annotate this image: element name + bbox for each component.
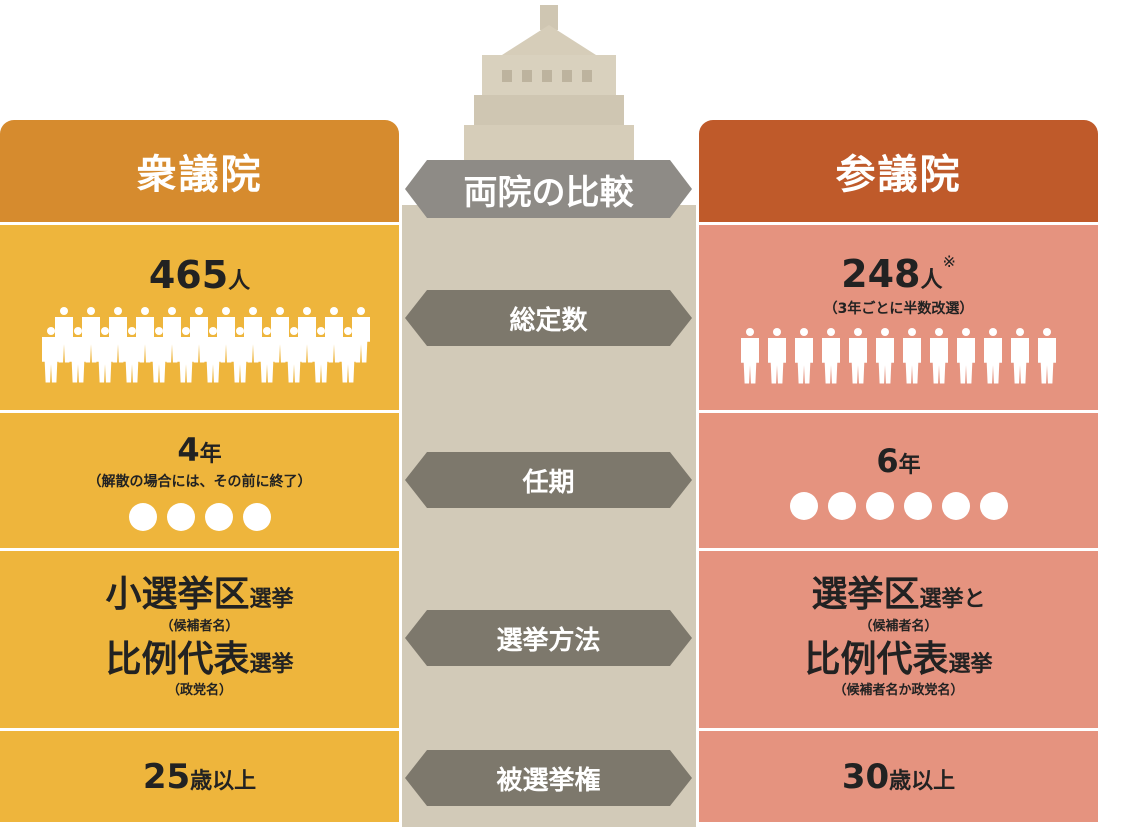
shugiin-seats: 465人 — [0, 225, 399, 410]
seats-value: 248 — [841, 251, 921, 296]
sangiin-age: 30歳以上 — [699, 731, 1098, 822]
term-dots — [128, 502, 271, 531]
person-icon — [174, 326, 198, 383]
shugiin-age: 25歳以上 — [0, 731, 399, 822]
term-dots — [789, 491, 1008, 520]
year-dot — [166, 502, 195, 531]
person-icon — [900, 327, 924, 384]
person-icon — [228, 326, 252, 383]
method2-note: （政党名） — [166, 683, 232, 699]
seats-unit: 人 — [920, 267, 943, 293]
label-election-method: 選挙方法 — [405, 610, 692, 666]
person-icon — [255, 326, 279, 383]
person-icon — [738, 327, 762, 384]
person-icon — [981, 327, 1005, 384]
person-icon — [187, 306, 211, 327]
person-icon — [147, 326, 171, 383]
year-dot — [979, 491, 1008, 520]
footnote-mark: ※ — [942, 251, 956, 271]
seats-unit: 人 — [228, 268, 251, 294]
method2: 比例代表 — [804, 638, 949, 680]
person-icon — [120, 326, 144, 383]
term-value: 6 — [876, 441, 899, 480]
people-icons — [39, 306, 365, 383]
year-dot — [128, 502, 157, 531]
person-icon — [79, 306, 103, 327]
method1-suffix: 選挙 — [249, 586, 294, 612]
year-dot — [865, 491, 894, 520]
age-unit: 歳以上 — [190, 768, 257, 794]
person-icon — [1008, 327, 1032, 384]
label-eligibility-age: 被選挙権 — [405, 750, 692, 806]
label-total-seats: 総定数 — [405, 290, 692, 346]
term-value: 4 — [177, 430, 200, 469]
age-unit: 歳以上 — [889, 768, 956, 794]
sangiin-method: 選挙区選挙と （候補者名） 比例代表選挙 （候補者名か政党名） — [699, 551, 1098, 728]
method1-suffix: 選挙と — [919, 586, 986, 612]
term-unit: 年 — [898, 452, 921, 478]
person-icon — [954, 327, 978, 384]
method2-suffix: 選挙 — [948, 651, 993, 677]
person-icon — [295, 306, 319, 327]
seats-note: （3年ごとに半数改選） — [823, 300, 974, 317]
method1: 小選挙区 — [105, 573, 250, 615]
person-icon — [309, 326, 333, 383]
seats-value: 465 — [148, 252, 229, 297]
person-icon — [133, 306, 157, 327]
year-dot — [204, 502, 233, 531]
method2-suffix: 選挙 — [249, 651, 294, 677]
method1-note: （候補者名） — [859, 618, 938, 634]
person-icon — [66, 326, 90, 383]
person-icon — [282, 326, 306, 383]
person-icon — [846, 327, 870, 384]
year-dot — [789, 491, 818, 520]
method1: 選挙区 — [811, 573, 920, 615]
sangiin-header: 参議院 — [699, 120, 1098, 222]
year-dot — [941, 491, 970, 520]
person-icon — [765, 327, 789, 384]
person-icon — [106, 306, 130, 327]
label-term: 任期 — [405, 452, 692, 508]
person-icon — [336, 326, 360, 383]
shugiin-method: 小選挙区選挙 （候補者名） 比例代表選挙 （政党名） — [0, 551, 399, 728]
person-icon — [160, 306, 184, 327]
person-icon — [39, 326, 63, 383]
person-icon — [241, 306, 265, 327]
method1-note: （候補者名） — [160, 618, 239, 634]
shugiin-header: 衆議院 — [0, 120, 399, 222]
sangiin-seats: 248人※ （3年ごとに半数改選） — [699, 225, 1098, 410]
person-icon — [268, 306, 292, 327]
people-icons — [738, 327, 1059, 384]
person-icon — [214, 306, 238, 327]
person-icon — [52, 306, 76, 327]
shugiin-term: 4年 （解散の場合には、その前に終了） — [0, 413, 399, 548]
term-note: （解散の場合には、その前に終了） — [87, 473, 312, 490]
sangiin-term: 6年 — [699, 413, 1098, 548]
age-value: 30 — [841, 756, 890, 797]
comparison-title: 両院の比較 — [405, 160, 692, 218]
person-icon — [322, 306, 346, 327]
year-dot — [827, 491, 856, 520]
person-icon — [201, 326, 225, 383]
term-unit: 年 — [199, 441, 222, 467]
method2-note: （候補者名か政党名） — [833, 683, 964, 699]
year-dot — [242, 502, 271, 531]
person-icon — [1035, 327, 1059, 384]
person-icon — [873, 327, 897, 384]
year-dot — [903, 491, 932, 520]
person-icon — [93, 326, 117, 383]
age-value: 25 — [142, 756, 191, 797]
person-icon — [792, 327, 816, 384]
person-icon — [349, 306, 373, 327]
method2: 比例代表 — [105, 638, 250, 680]
person-icon — [819, 327, 843, 384]
person-icon — [927, 327, 951, 384]
